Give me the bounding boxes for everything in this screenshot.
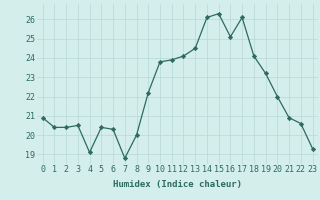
X-axis label: Humidex (Indice chaleur): Humidex (Indice chaleur) bbox=[113, 180, 242, 189]
